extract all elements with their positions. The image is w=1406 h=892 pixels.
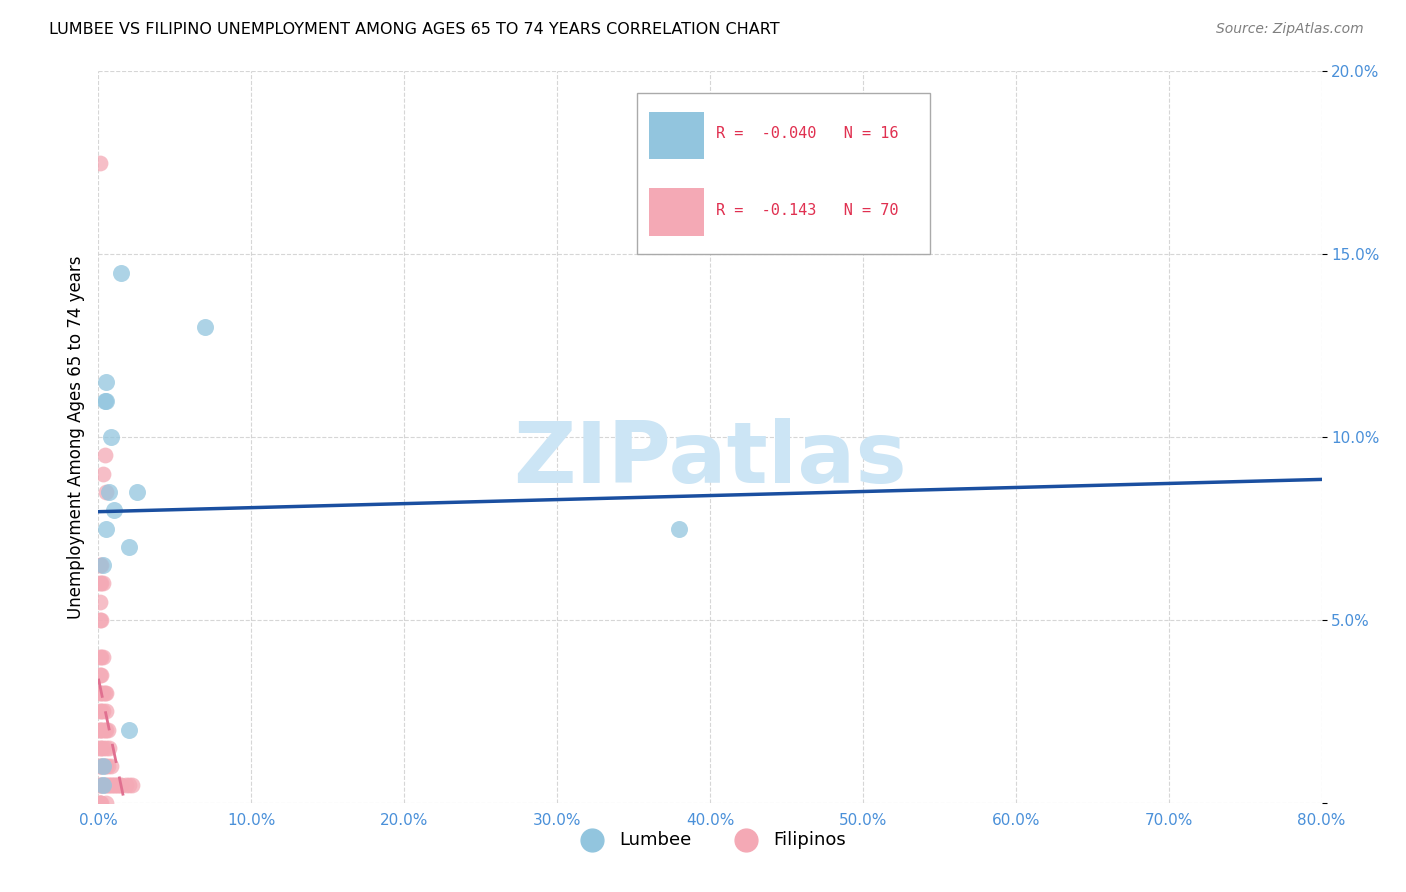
Point — [110, 266, 132, 280]
Legend: Lumbee, Filipinos: Lumbee, Filipinos — [567, 823, 853, 856]
Point — [91, 778, 114, 792]
Point — [89, 613, 111, 627]
Point — [90, 723, 112, 737]
Point — [93, 759, 115, 773]
Text: R =  -0.040   N = 16: R = -0.040 N = 16 — [716, 126, 898, 141]
Point — [90, 705, 112, 719]
Point — [97, 723, 120, 737]
Point — [107, 778, 129, 792]
Point — [105, 778, 128, 792]
Point — [91, 759, 114, 773]
Point — [90, 759, 112, 773]
Point — [94, 485, 117, 500]
Point — [89, 796, 111, 810]
Y-axis label: Unemployment Among Ages 65 to 74 years: Unemployment Among Ages 65 to 74 years — [66, 255, 84, 619]
Point — [93, 448, 115, 462]
Point — [115, 778, 138, 792]
Point — [91, 740, 114, 755]
Point — [100, 430, 122, 444]
Point — [94, 759, 117, 773]
Point — [125, 485, 148, 500]
Text: Source: ZipAtlas.com: Source: ZipAtlas.com — [1216, 22, 1364, 37]
Point — [93, 686, 115, 700]
Point — [90, 778, 112, 792]
Point — [89, 759, 111, 773]
Point — [89, 576, 111, 591]
Point — [90, 576, 112, 591]
Point — [89, 686, 111, 700]
Point — [89, 759, 111, 773]
Point — [94, 393, 117, 408]
Point — [91, 705, 114, 719]
Point — [94, 778, 117, 792]
Point — [94, 723, 117, 737]
Point — [97, 778, 120, 792]
Point — [118, 723, 141, 737]
Point — [89, 723, 111, 737]
Point — [110, 778, 132, 792]
Point — [89, 796, 111, 810]
Point — [89, 156, 111, 170]
Point — [101, 778, 124, 792]
Text: R =  -0.143   N = 70: R = -0.143 N = 70 — [716, 202, 898, 218]
Point — [93, 393, 115, 408]
Point — [89, 558, 111, 573]
Point — [118, 778, 141, 792]
Point — [89, 594, 111, 608]
Bar — [648, 112, 704, 159]
Point — [90, 686, 112, 700]
Point — [89, 667, 111, 681]
Point — [100, 759, 122, 773]
Point — [90, 558, 112, 573]
Point — [103, 778, 125, 792]
Point — [118, 540, 141, 554]
Point — [89, 740, 111, 755]
Point — [97, 759, 120, 773]
Bar — [648, 188, 704, 236]
Point — [668, 521, 690, 535]
Point — [94, 521, 117, 535]
Point — [91, 558, 114, 573]
Point — [91, 467, 114, 481]
Point — [194, 320, 217, 334]
Point — [89, 778, 111, 792]
Point — [94, 740, 117, 755]
Point — [121, 778, 143, 792]
Point — [90, 796, 112, 810]
Point — [89, 796, 111, 810]
Point — [89, 723, 111, 737]
Point — [91, 576, 114, 591]
Text: ZIPatlas: ZIPatlas — [513, 417, 907, 500]
Point — [93, 723, 115, 737]
Point — [104, 778, 127, 792]
Point — [91, 686, 114, 700]
Point — [91, 723, 114, 737]
FancyBboxPatch shape — [637, 94, 931, 254]
Point — [91, 778, 114, 792]
Point — [91, 759, 114, 773]
Point — [94, 686, 117, 700]
Point — [94, 705, 117, 719]
Point — [94, 796, 117, 810]
Point — [91, 649, 114, 664]
Point — [89, 778, 111, 792]
Point — [98, 485, 121, 500]
Point — [90, 649, 112, 664]
Text: LUMBEE VS FILIPINO UNEMPLOYMENT AMONG AGES 65 TO 74 YEARS CORRELATION CHART: LUMBEE VS FILIPINO UNEMPLOYMENT AMONG AG… — [49, 22, 780, 37]
Point — [98, 778, 121, 792]
Point — [89, 649, 111, 664]
Point — [93, 778, 115, 792]
Point — [94, 375, 117, 389]
Point — [103, 503, 125, 517]
Point — [90, 613, 112, 627]
Point — [100, 778, 122, 792]
Point — [108, 778, 131, 792]
Point — [89, 705, 111, 719]
Point — [90, 740, 112, 755]
Point — [90, 667, 112, 681]
Point — [98, 740, 121, 755]
